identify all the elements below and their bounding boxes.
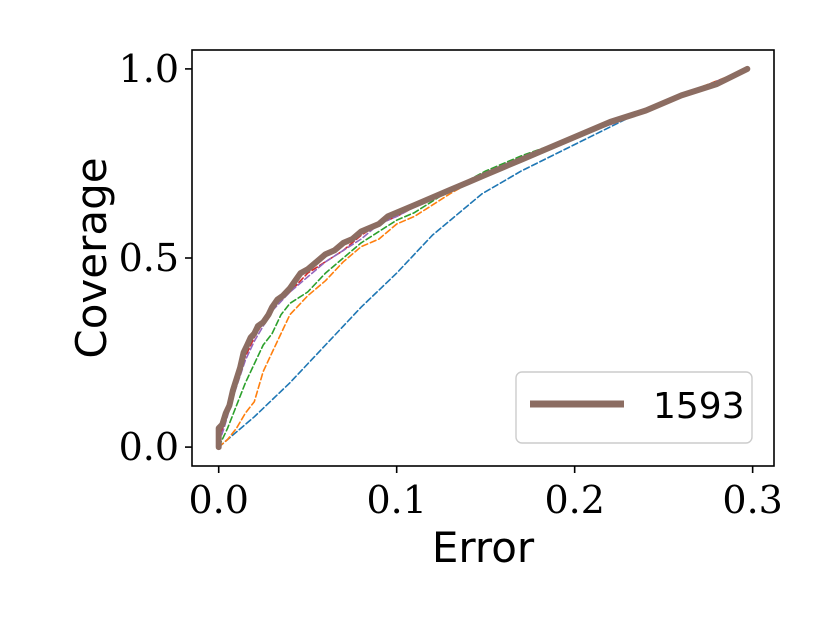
x-axis-ticks: 0.0 0.1 0.2 0.3 xyxy=(188,466,783,522)
y-tick-label: 1.0 xyxy=(119,47,179,91)
y-tick-label: 0.5 xyxy=(119,236,179,280)
y-tick-label: 0.0 xyxy=(119,425,179,469)
x-axis-title: Error xyxy=(432,523,535,572)
series-layer xyxy=(215,65,751,451)
x-tick-label: 0.3 xyxy=(722,478,782,522)
legend-box xyxy=(515,371,753,444)
x-tick-label: 0.0 xyxy=(188,478,248,522)
legend: 1593 xyxy=(515,371,753,444)
x-tick-label: 0.2 xyxy=(544,478,604,522)
legend-label: 1593 xyxy=(653,386,745,427)
y-axis-title: Coverage xyxy=(67,157,116,358)
y-axis-ticks: 0.0 0.5 1.0 xyxy=(119,47,192,469)
series-line-1593 xyxy=(215,65,751,451)
x-tick-label: 0.1 xyxy=(366,478,426,522)
